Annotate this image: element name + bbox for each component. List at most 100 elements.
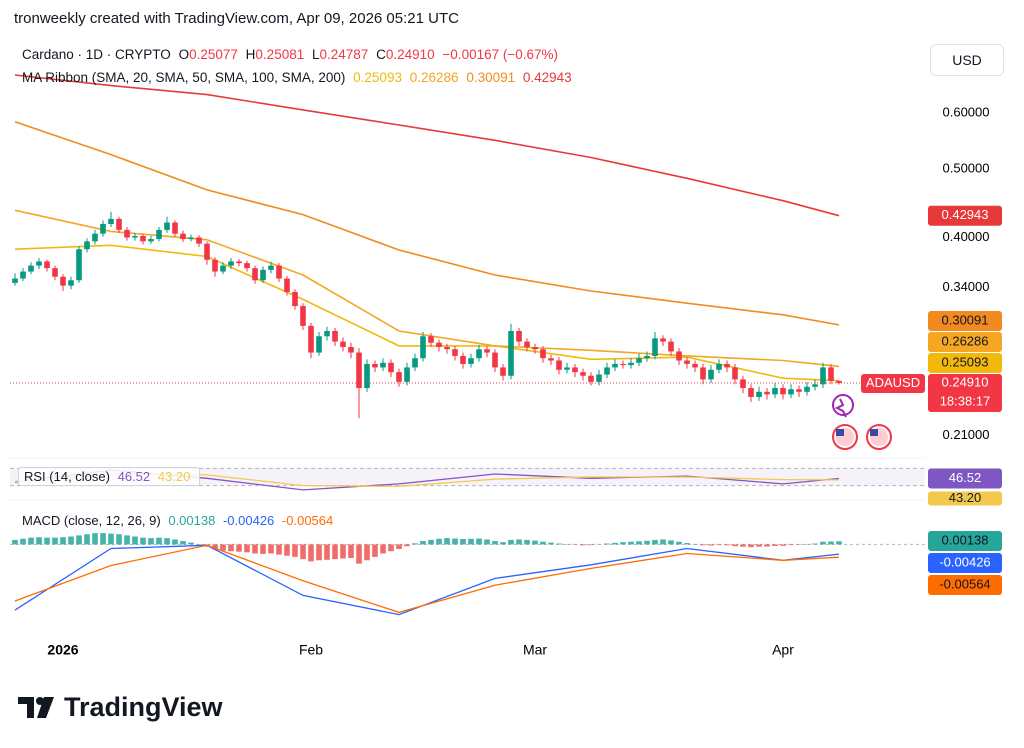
ohlc-value: 0.25077 [189,47,238,62]
histogram-bar [60,537,66,545]
histogram-bar [52,537,58,545]
histogram-bar [284,544,290,556]
candle-body [772,388,778,395]
ma-tag: 0.25093 [942,354,989,369]
legend-main: Cardano · 1D · CRYPTO O0.25077 H0.25081 … [22,47,562,62]
ma-value: 0.30091 [466,70,516,85]
rsi-ma-tag: 43.20 [949,490,982,505]
candle-body [828,367,834,381]
macd-tag: -0.00426 [939,554,990,569]
candle-body [308,325,314,353]
histogram-bar [428,539,434,545]
histogram-bar [532,540,538,545]
histogram-bar [20,538,26,545]
candle-body [116,218,122,230]
candle-body [564,367,570,370]
change: −0.00167 (−0.67%) [442,47,559,62]
histogram-bar [484,539,490,545]
histogram-bar [764,544,770,547]
histogram-bar [212,544,218,549]
candle-body [396,372,402,382]
candle-body [228,261,234,266]
histogram-bar [300,544,306,560]
candle-body [812,384,818,387]
histogram-bar [228,544,234,552]
candle-body [236,261,242,264]
histogram-bar [308,544,314,562]
histogram-bar [476,538,482,545]
histogram-bar [612,542,618,545]
candle-body [652,338,658,356]
macd-tag-box [928,575,1002,595]
histogram-bar [740,544,746,547]
candle-body [692,363,698,368]
event-icons [832,394,892,450]
candle-body [212,259,218,272]
candle-body [724,363,730,368]
histogram-tag: 0.00138 [942,532,989,547]
histogram-bar [260,544,266,554]
histogram-bar [372,544,378,557]
ohlc-key: H [245,47,256,62]
sparkle-glyph [834,398,847,418]
ribbon-label: MA Ribbon (SMA, 20, SMA, 50, SMA, 100, S… [22,70,346,85]
histogram-bar [276,544,282,555]
histogram-bar [812,543,818,545]
histogram-bar [380,544,386,554]
candle-body [220,265,226,272]
histogram-bar [452,538,458,545]
histogram-bar [332,544,338,560]
histogram-bar [524,539,530,545]
histogram-bar [836,541,842,545]
candle-body [780,388,786,395]
candle-body [60,276,66,286]
histogram-bar [460,539,466,545]
candle-body [276,265,282,279]
histogram-bar [76,535,82,545]
candle-body [20,271,26,279]
histogram-bar [436,538,442,545]
macd-tag-box [928,553,1002,573]
histogram-bar [356,544,362,564]
ma-value: 0.26286 [409,70,459,85]
candle-body [596,374,602,382]
candle-body [332,331,338,342]
candle-body [188,237,194,240]
ohlc-value: 0.24787 [319,47,369,62]
histogram-bar [236,544,242,552]
candle-body [764,391,770,395]
candle-body [52,268,58,277]
candle-body [588,375,594,382]
candle-body [180,233,186,240]
histogram-bar [188,542,194,545]
histogram-bar [28,537,34,545]
histogram-bar [404,544,410,547]
candle-body [268,265,274,270]
candle-body [340,341,346,348]
candle-body [196,237,202,244]
line [14,544,840,614]
histogram-bar [716,544,722,546]
candle-body [172,222,178,234]
histogram-bar [636,541,642,545]
histogram-bar [172,539,178,545]
ma-tag-box [928,310,1002,331]
signal-value: -0.00564 [281,513,334,528]
macd-label: MACD (close, 12, 26, 9) [22,513,161,528]
ma-tag: 0.26286 [942,333,989,348]
histogram-bar [516,539,522,545]
x-tick-label: Feb [299,642,323,658]
candle-body [388,362,394,373]
histogram-bar [268,544,274,554]
candle-body [356,352,362,389]
histogram-bar [644,540,650,545]
histogram-bar [44,537,50,545]
candle-body [612,363,618,368]
candle-body [748,388,754,397]
histogram-bar [388,544,394,552]
currency-button[interactable]: USD [930,44,1004,76]
histogram-bar [124,535,130,545]
candle-body [84,241,90,250]
candle-body [284,278,290,292]
candle-body [604,367,610,375]
